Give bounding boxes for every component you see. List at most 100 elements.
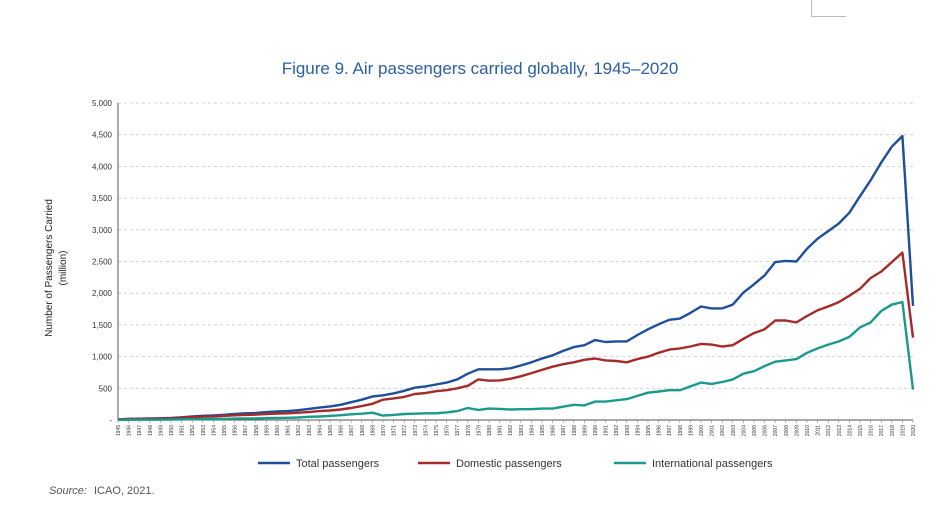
x-tick-label: 1964 [317,425,323,436]
x-tick-label: 1982 [508,425,514,436]
legend-label-domestic: Domestic passengers [456,458,562,470]
y-tick-label: 2,000 [92,289,113,298]
x-tick-label: 2018 [890,425,896,436]
x-tick-label: 1957 [243,425,249,436]
x-tick-label: 1970 [381,425,387,436]
x-tick-label: 1992 [614,425,620,436]
x-tick-label: 1984 [529,425,535,436]
x-tick-label: 1994 [635,425,641,436]
x-tick-label: 2013 [837,425,843,436]
series-line-domestic [117,251,915,421]
x-tick-label: 1971 [392,425,398,436]
x-tick-label: 1956 [233,425,239,436]
x-tick-label: 2020 [911,425,917,436]
x-tick-label: 2001 [710,425,716,436]
x-tick-label: 1966 [339,425,345,436]
x-tick-label: 1965 [328,425,334,436]
x-axis-ticks: 1945 1946 1947 1948 1949 1950 1951 1952 1953 1954… [116,420,917,436]
x-tick-label: 2006 [763,425,769,436]
x-tick-label: 1968 [360,425,366,436]
x-tick-label: 1961 [286,425,292,436]
x-tick-label: 2014 [847,425,853,436]
y-axis-ticks: - 500 1,000 1,500 2,000 2,500 3,000 3,500 4,000 4… [92,99,113,425]
x-tick-label: 1988 [572,425,578,436]
x-tick-label: 1960 [275,425,281,436]
x-tick-label: 1951 [180,425,186,436]
x-tick-label: 1947 [137,425,143,436]
x-tick-label: 2000 [699,425,705,436]
x-tick-label: 2010 [805,425,811,436]
x-tick-label: 2019 [900,425,906,436]
x-tick-label: 1955 [222,425,228,436]
y-tick-label: - [109,416,112,425]
x-tick-label: 2017 [879,425,885,436]
x-tick-label: 1998 [678,425,684,436]
x-tick-label: 1972 [402,425,408,436]
x-tick-label: 1979 [476,425,482,436]
x-tick-label: 1949 [158,425,164,436]
source-label: Source: [49,485,87,497]
y-axis-unit: (million) [58,251,69,286]
x-tick-label: 1983 [519,425,525,436]
x-tick-label: 2009 [794,425,800,436]
x-tick-label: 2002 [720,425,726,436]
x-tick-label: 1997 [667,425,673,436]
x-tick-label: 2003 [731,425,737,436]
y-tick-label: 4,000 [92,162,113,171]
y-tick-label: 4,500 [92,131,113,140]
x-tick-label: 1975 [434,425,440,436]
x-tick-label: 2015 [858,425,864,436]
y-tick-label: 500 [99,384,113,393]
x-tick-label: 2011 [816,425,822,436]
x-tick-label: 1980 [487,425,493,436]
x-tick-label: 1974 [423,425,429,436]
x-tick-label: 1985 [540,425,546,436]
x-tick-label: 2004 [741,425,747,436]
grid-lines [118,102,913,389]
x-tick-label: 1978 [466,425,472,436]
y-tick-label: 2,500 [92,258,113,267]
x-tick-label: 1990 [593,425,599,436]
x-tick-label: 1952 [190,425,196,436]
chart-title: Figure 9. Air passengers carried globall… [282,59,679,78]
x-tick-label: 1948 [148,425,154,436]
y-tick-label: 1,500 [92,321,113,330]
x-tick-label: 1962 [296,425,302,436]
x-tick-label: 2012 [826,425,832,436]
x-tick-label: 1981 [498,425,504,436]
x-tick-label: 1967 [349,425,355,436]
x-tick-label: 1950 [169,425,175,436]
x-tick-label: 1973 [413,425,419,436]
source-note: Source: ICAO, 2021. [49,485,155,497]
source-text: ICAO, 2021. [94,485,155,497]
x-tick-label: 1946 [127,425,133,436]
x-tick-label: 1999 [688,425,694,436]
corner-frame [811,0,846,17]
x-tick-label: 1989 [582,425,588,436]
x-tick-label: 1995 [646,425,652,436]
y-tick-label: 1,000 [92,353,113,362]
x-tick-label: 1954 [211,425,217,436]
x-tick-label: 1945 [116,425,122,436]
x-tick-label: 1977 [455,425,461,436]
x-tick-label: 2007 [773,425,779,436]
x-tick-label: 1991 [604,425,610,436]
legend: Total passengers Domestic passengers Inter… [258,458,773,470]
x-tick-label: 1969 [370,425,376,436]
x-axis [117,103,913,421]
series-line-international [117,300,915,422]
x-tick-label: 2008 [784,425,790,436]
x-tick-label: 2016 [869,425,875,436]
x-tick-label: 1987 [561,425,567,436]
x-tick-label: 1958 [254,425,260,436]
x-tick-label: 1996 [657,425,663,436]
y-axis-label: Number of Passengers Carried [44,199,55,337]
x-tick-label: 2005 [752,425,758,436]
series-lines [117,134,915,422]
x-tick-label: 1976 [445,425,451,436]
legend-label-total: Total passengers [296,458,380,470]
series-line-total [117,134,915,421]
y-tick-label: 3,500 [92,194,113,203]
x-tick-label: 1986 [551,425,557,436]
